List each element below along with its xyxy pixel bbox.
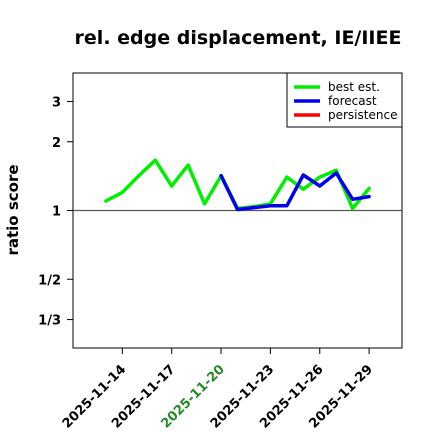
x-axis: 2025-11-142025-11-172025-11-202025-11-23… [60,348,376,432]
chart-title: rel. edge displacement, IE/IIEE [75,27,402,49]
series-line-best-est [104,158,371,211]
y-axis: 1/3 1/2 1 2 3 [38,96,73,329]
y-tick-label: 1/2 [38,273,61,288]
series-line-forecast [219,171,371,212]
y-tick-label: 2 [52,136,61,151]
y-tick-label: 3 [52,96,61,111]
legend-label: forecast [328,94,377,108]
y-axis-label: ratio score [4,164,22,255]
y-tick-label: 1 [52,205,61,220]
legend-label: best est. [328,80,380,94]
series-lines [104,158,371,212]
legend-label: persistence [328,108,397,122]
y-tick-label: 1/3 [38,314,61,329]
